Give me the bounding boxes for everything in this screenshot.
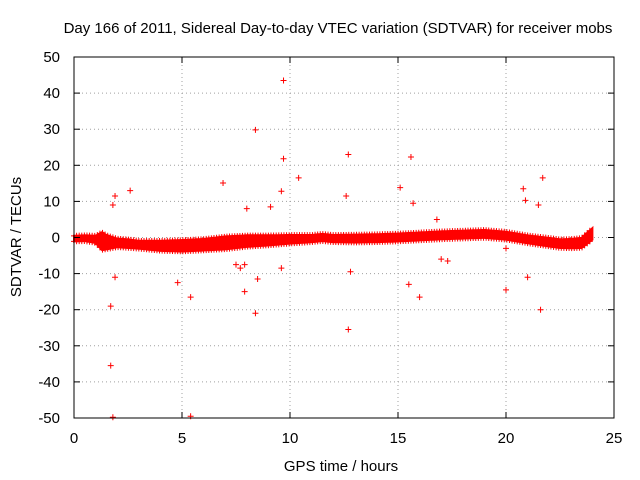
outlier-point	[444, 257, 451, 264]
outlier-point	[174, 279, 181, 286]
y-tick-label: 0	[52, 230, 60, 247]
outlier-point	[267, 203, 274, 210]
outlier-point	[241, 261, 248, 268]
x-axis-tick-labels: 0 5 10 15 20 25	[70, 430, 623, 447]
y-tick-label: 10	[43, 193, 60, 210]
x-tick-label: 10	[282, 430, 299, 447]
y-tick-label: 50	[43, 49, 60, 66]
y-tick-label: -10	[38, 266, 60, 283]
outlier-point	[343, 192, 350, 199]
outlier-point	[522, 197, 529, 204]
outlier-point	[345, 151, 352, 158]
outlier-point	[405, 281, 412, 288]
chart-title: Day 166 of 2011, Sidereal Day-to-day VTE…	[64, 20, 613, 37]
outlier-point	[397, 184, 404, 191]
y-axis-tick-labels: 50 40 30 20 10 0 -10 -20 -30 -40 -50	[38, 49, 60, 427]
outlier-point	[109, 202, 116, 209]
outlier-point	[438, 256, 445, 263]
outlier-point	[410, 200, 417, 207]
band-edge-point	[107, 233, 114, 240]
outlier-point	[252, 310, 259, 317]
band-edge-point	[109, 234, 116, 241]
y-tick-label: 40	[43, 85, 60, 102]
outlier-point	[535, 202, 542, 209]
y-axis-label: SDTVAR / TECUs	[8, 177, 25, 297]
band-edge-point	[102, 231, 109, 238]
x-axis-label: GPS time / hours	[284, 458, 398, 475]
outlier-point	[241, 288, 248, 295]
outlier-point	[347, 268, 354, 275]
data-points	[71, 77, 594, 421]
outlier-point	[107, 362, 114, 369]
outlier-point	[280, 155, 287, 162]
x-tick-label: 5	[178, 430, 186, 447]
x-tick-label: 15	[390, 430, 407, 447]
y-tick-label: 20	[43, 157, 60, 174]
outlier-point	[503, 286, 509, 293]
outlier-point	[280, 77, 287, 84]
outlier-point	[187, 294, 194, 301]
outlier-point	[278, 188, 285, 195]
outlier-point	[295, 174, 302, 181]
outlier-point	[278, 265, 285, 272]
outlier-point	[237, 265, 244, 272]
y-tick-label: -30	[38, 338, 60, 355]
band-edge-point	[96, 230, 103, 237]
axis-ticks	[73, 56, 615, 419]
x-tick-label: 20	[498, 430, 515, 447]
x-tick-label: 25	[606, 430, 623, 447]
outlier-point	[524, 274, 531, 281]
y-tick-label: -50	[38, 410, 60, 427]
y-tick-label: -40	[38, 374, 60, 391]
band-edge-point	[112, 235, 119, 242]
outlier-point	[233, 261, 239, 268]
outlier-point	[433, 216, 440, 223]
outlier-point	[220, 179, 227, 186]
band-edge-point	[586, 238, 593, 245]
outlier-point	[537, 306, 544, 313]
outlier-point	[107, 303, 114, 310]
outlier-point	[252, 126, 259, 133]
outlier-point	[345, 326, 352, 333]
outlier-point	[112, 192, 119, 199]
outlier-point	[503, 245, 509, 252]
y-tick-label: 30	[43, 121, 60, 138]
outlier-point	[539, 174, 546, 181]
band-edge-point	[104, 232, 111, 239]
y-tick-label: -20	[38, 302, 60, 319]
band-edge-point	[94, 231, 101, 238]
x-tick-label: 0	[70, 430, 78, 447]
outlier-point	[520, 185, 527, 192]
outlier-point	[127, 187, 134, 194]
band-edge-point	[586, 227, 593, 234]
outlier-point	[254, 276, 261, 283]
outlier-point	[407, 153, 414, 160]
band-edge-point	[94, 241, 101, 248]
outlier-point	[243, 205, 250, 212]
outlier-point	[112, 274, 119, 281]
outlier-point	[109, 414, 116, 421]
band-edge-point	[576, 235, 583, 242]
band-edge-point	[91, 232, 98, 239]
outlier-point	[416, 294, 423, 301]
